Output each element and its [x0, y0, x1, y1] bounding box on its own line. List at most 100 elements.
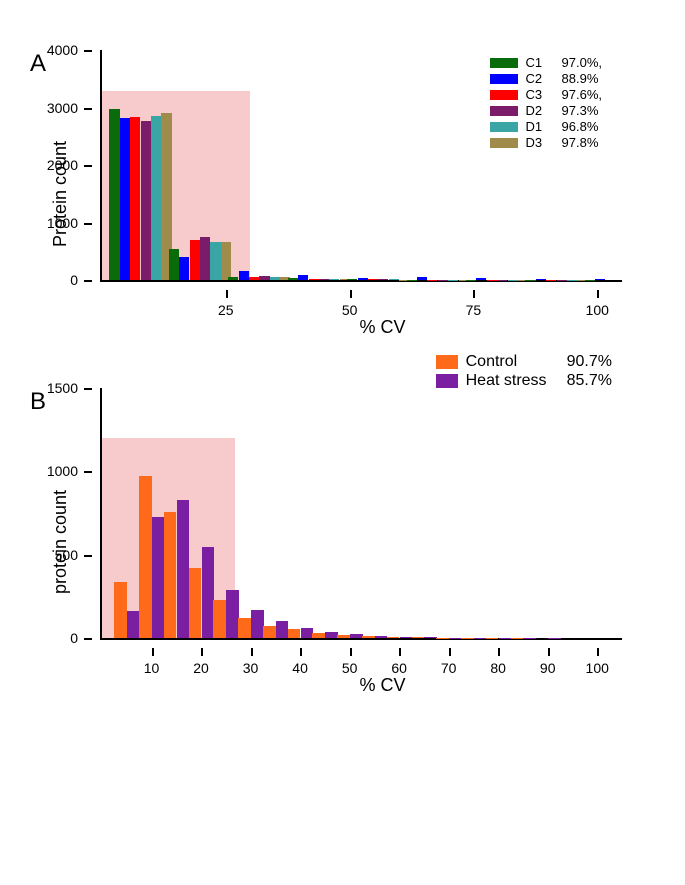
y-tick — [84, 108, 92, 110]
x-tick-label: 60 — [391, 660, 407, 676]
bar — [387, 637, 400, 638]
bar — [239, 271, 249, 280]
bar — [412, 637, 425, 638]
y-tick-label: 1000 — [47, 463, 78, 479]
legend-pct: 97.8% — [562, 135, 599, 150]
panel-b: B protein count 050010001500 10203040506… — [20, 388, 665, 696]
bar — [152, 517, 165, 638]
bar — [238, 618, 251, 638]
y-tick-label: 2000 — [47, 157, 78, 173]
bar — [301, 628, 314, 638]
x-tick — [350, 648, 352, 656]
bar — [319, 279, 329, 280]
y-tick — [84, 555, 92, 557]
legend-pct: 96.8% — [562, 119, 599, 134]
bar — [358, 278, 368, 280]
y-tick-label: 1500 — [47, 380, 78, 396]
y-tick — [84, 638, 92, 640]
legend-swatch — [490, 106, 518, 116]
chart-b-legend: Control90.7%Heat stress85.7% — [436, 353, 612, 391]
bar — [190, 240, 200, 280]
bar — [210, 242, 220, 280]
bar — [350, 634, 363, 638]
legend-label: Heat stress — [466, 372, 561, 390]
y-tick-label: 3000 — [47, 100, 78, 116]
x-tick — [399, 648, 401, 656]
bar — [151, 116, 161, 280]
legend-swatch — [490, 122, 518, 132]
x-tick-label: 40 — [292, 660, 308, 676]
bar — [368, 279, 378, 280]
legend-pct: 85.7% — [567, 372, 612, 390]
chart-a-plot: 01000200030004000 255075100 C197.0%,C288… — [100, 50, 622, 282]
legend-label: D3 — [526, 135, 556, 150]
x-tick — [201, 648, 203, 656]
bar — [259, 276, 269, 280]
y-tick — [84, 165, 92, 167]
chart-a-legend: C197.0%,C288.9%C397.6%,D297.3%D196.8%D39… — [490, 55, 602, 151]
bar — [270, 277, 280, 280]
y-tick-label: 4000 — [47, 42, 78, 58]
legend-label: C3 — [526, 87, 556, 102]
bar — [228, 277, 238, 280]
legend-item: D2 97.3% — [490, 103, 602, 118]
legend-item: Heat stress 85.7% — [436, 372, 612, 390]
bar — [449, 638, 462, 639]
bar — [249, 277, 259, 280]
chart-a-xlabel: % CV — [100, 317, 665, 338]
x-tick-label: 30 — [243, 660, 259, 676]
legend-label: C1 — [526, 55, 556, 70]
x-tick — [350, 290, 352, 298]
legend-item: C288.9% — [490, 71, 602, 86]
y-tick-label: 500 — [55, 547, 78, 563]
x-tick-label: 50 — [342, 660, 358, 676]
x-tick-label: 90 — [540, 660, 556, 676]
y-tick — [84, 388, 92, 390]
bar — [288, 278, 298, 280]
bar — [329, 279, 339, 280]
legend-pct: 97.3% — [562, 103, 599, 118]
x-tick-label: 70 — [441, 660, 457, 676]
bar — [221, 242, 231, 280]
x-tick-label: 25 — [218, 302, 234, 318]
x-tick — [300, 648, 302, 656]
x-tick — [449, 648, 451, 656]
x-tick — [597, 648, 599, 656]
x-tick-label: 80 — [490, 660, 506, 676]
chart-b-plot: 050010001500 102030405060708090100 Contr… — [100, 388, 622, 640]
y-tick — [84, 223, 92, 225]
legend-swatch — [490, 58, 518, 68]
legend-label: D2 — [526, 103, 556, 118]
x-tick-label: 100 — [586, 660, 609, 676]
bar — [141, 121, 151, 280]
chart-b-area: protein count 050010001500 1020304050607… — [100, 388, 665, 696]
legend-pct: 97.6%, — [562, 87, 602, 102]
bar — [139, 476, 152, 639]
bar — [164, 512, 177, 638]
bar — [189, 568, 202, 638]
bar — [251, 610, 264, 638]
bar — [213, 600, 226, 638]
x-tick-label: 10 — [144, 660, 160, 676]
x-tick — [597, 290, 599, 298]
x-tick — [152, 648, 154, 656]
bar — [400, 637, 413, 638]
bar — [130, 117, 140, 280]
x-tick — [548, 648, 550, 656]
bar — [347, 279, 357, 280]
x-tick-label: 100 — [586, 302, 609, 318]
legend-swatch — [490, 138, 518, 148]
y-tick-label: 0 — [70, 272, 78, 288]
bar — [378, 279, 388, 280]
bar — [476, 278, 486, 280]
bar — [288, 629, 301, 638]
bar — [312, 633, 325, 638]
bar — [263, 626, 276, 638]
bar — [114, 582, 127, 638]
bar — [536, 279, 546, 280]
chart-b-xlabel: % CV — [100, 675, 665, 696]
legend-label: C2 — [526, 71, 556, 86]
bar — [298, 275, 308, 280]
legend-swatch — [436, 355, 458, 369]
bar — [200, 237, 210, 280]
